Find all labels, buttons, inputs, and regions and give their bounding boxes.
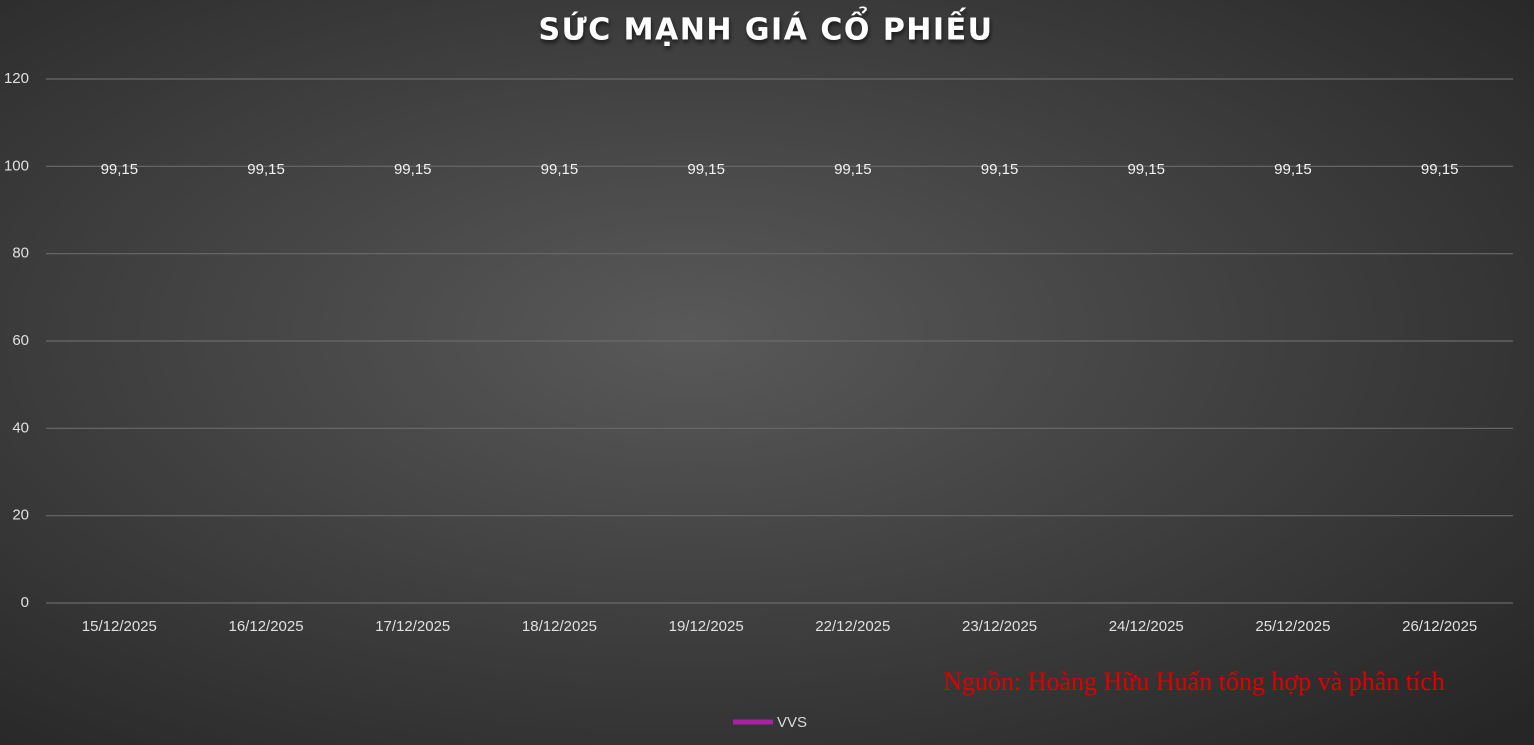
data-label: 99,15 [394,161,432,178]
data-label: 99,15 [541,161,579,178]
y-tick-label: 60 [12,332,29,349]
x-tick-label: 25/12/2025 [1255,618,1330,635]
x-tick-label: 26/12/2025 [1402,618,1477,635]
x-tick-label: 24/12/2025 [1109,618,1184,635]
x-tick-label: 17/12/2025 [375,618,450,635]
x-tick-label: 19/12/2025 [669,618,744,635]
y-tick-label: 40 [12,419,29,436]
chart-title: SỨC MẠNH GIÁ CỔ PHIẾU [539,6,994,48]
y-tick-label: 20 [12,507,29,524]
x-tick-label: 15/12/2025 [82,618,157,635]
x-tick-label: 16/12/2025 [229,618,304,635]
data-label: 99,15 [247,161,285,178]
x-tick-label: 18/12/2025 [522,618,597,635]
x-tick-label: 22/12/2025 [815,618,890,635]
data-label: 99,15 [834,161,872,178]
x-tick-label: 23/12/2025 [962,618,1037,635]
data-label: 99,15 [1274,161,1312,178]
data-label: 99,15 [1421,161,1459,178]
y-tick-label: 100 [4,157,29,174]
data-label: 99,15 [101,161,139,178]
y-tick-label: 80 [12,245,29,262]
y-tick-label: 0 [21,594,29,611]
y-tick-label: 120 [4,70,29,87]
source-note: Nguồn: Hoàng Hữu Huấn tổng hợp và phân t… [943,667,1445,696]
data-label: 99,15 [981,161,1019,178]
data-label: 99,15 [1127,161,1165,178]
data-label: 99,15 [687,161,725,178]
legend-label: VVS [777,714,807,731]
